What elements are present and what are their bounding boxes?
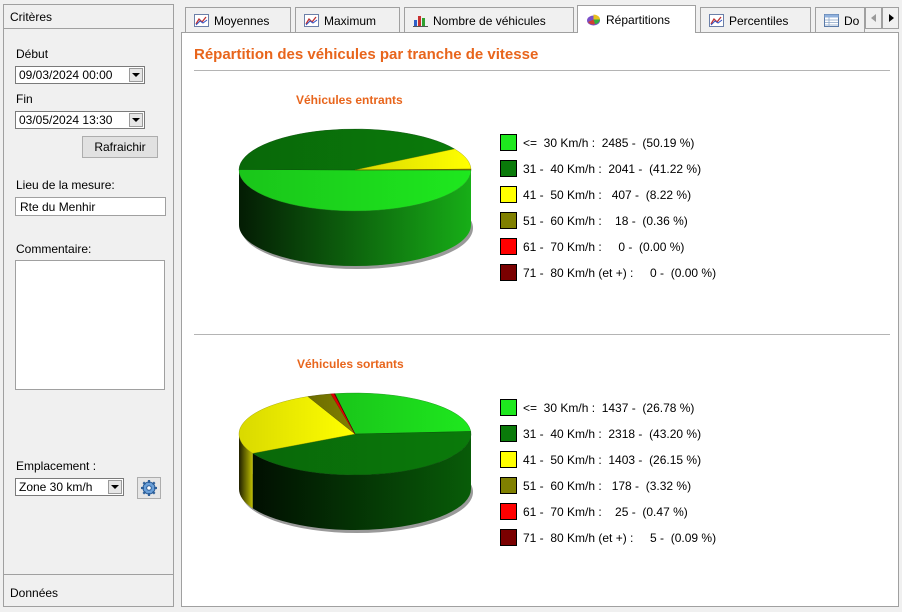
table-icon — [824, 14, 839, 27]
legend-label: 71 - 80 Km/h (et +) : 5 - (0.09 %) — [523, 531, 717, 545]
end-date-value: 03/05/2024 13:30 — [19, 113, 113, 127]
settings-button[interactable] — [137, 477, 161, 499]
legend-swatch — [500, 503, 517, 520]
legend-swatch — [500, 238, 517, 255]
legend-label: 41 - 50 Km/h : 1403 - (26.15 %) — [523, 453, 702, 467]
tab-scroll-left-button[interactable] — [865, 7, 882, 29]
legend-swatch — [500, 399, 517, 416]
chevron-down-icon[interactable] — [129, 113, 143, 127]
legend-swatch — [500, 477, 517, 494]
legend-swatch — [500, 212, 517, 229]
end-label: Fin — [16, 92, 33, 106]
tab-maximum[interactable]: Maximum — [295, 7, 400, 32]
arrow-left-icon — [870, 14, 876, 22]
tab-label: Do — [844, 14, 860, 28]
pie-slice-2 — [252, 431, 472, 476]
legend-swatch — [500, 160, 517, 177]
refresh-button[interactable]: Rafraichir — [82, 136, 158, 158]
criteria-header: Critères — [4, 5, 173, 29]
tab-percentiles[interactable]: Percentiles — [700, 7, 811, 32]
tab-scroll — [865, 7, 899, 29]
placement-select[interactable]: Zone 30 km/h — [15, 478, 124, 496]
legend-label: 61 - 70 Km/h : 25 - (0.47 %) — [523, 505, 688, 519]
tab-bar: Moyennes Maximum Nombre de véhicules Rép… — [181, 5, 899, 33]
line-chart-icon — [709, 14, 724, 27]
location-field[interactable]: Rte du Menhir — [15, 197, 166, 216]
start-label: Début — [16, 47, 49, 61]
tab-repartitions[interactable]: Répartitions — [577, 5, 696, 33]
legend-label: 31 - 40 Km/h : 2041 - (41.22 %) — [523, 162, 702, 176]
chevron-down-icon[interactable] — [129, 68, 143, 82]
tab-label: Percentiles — [729, 14, 789, 28]
comment-textarea[interactable] — [15, 260, 165, 390]
criteria-panel: Critères Début 09/03/2024 00:00 Fin 03/0… — [3, 4, 174, 607]
data-section-header[interactable]: Données — [4, 574, 173, 606]
gear-icon — [141, 480, 157, 496]
pie-slice-3 — [238, 396, 356, 454]
arrow-right-icon — [888, 14, 894, 22]
pie-slice-6 — [333, 393, 356, 435]
pie-chart-sortants — [238, 392, 473, 533]
tab-donnees[interactable]: Do — [815, 7, 865, 32]
legend-label: 51 - 60 Km/h : 18 - (0.36 %) — [523, 214, 688, 228]
legend-swatch — [500, 134, 517, 151]
chevron-down-icon[interactable] — [108, 480, 122, 494]
legend-swatch — [500, 186, 517, 203]
page-title: Répartition des véhicules par tranche de… — [194, 46, 539, 63]
tab-label: Moyennes — [214, 14, 270, 28]
line-chart-icon — [304, 14, 319, 27]
repartitions-panel: Répartition des véhicules par tranche de… — [181, 32, 899, 607]
placement-label: Emplacement : — [16, 459, 97, 473]
tab-scroll-right-button[interactable] — [882, 7, 899, 29]
legend-label: 51 - 60 Km/h : 178 - (3.32 %) — [523, 479, 692, 493]
legend-swatch — [500, 264, 517, 281]
legend-label: <= 30 Km/h : 1437 - (26.78 %) — [523, 401, 695, 415]
tab-moyennes[interactable]: Moyennes — [185, 7, 291, 32]
legend-label: 41 - 50 Km/h : 407 - (8.22 %) — [523, 188, 692, 202]
legend-label: 71 - 80 Km/h (et +) : 0 - (0.00 %) — [523, 266, 717, 280]
pie-chart-entrants — [238, 128, 473, 269]
bar-chart-icon — [413, 16, 428, 27]
title-divider — [194, 70, 890, 71]
chart-title-entrants: Véhicules entrants — [296, 93, 403, 107]
chart-divider — [194, 334, 890, 335]
legend-swatch — [500, 529, 517, 546]
placement-value: Zone 30 km/h — [19, 480, 93, 494]
legend-label: 31 - 40 Km/h : 2318 - (43.20 %) — [523, 427, 702, 441]
pie-chart-icon — [587, 14, 600, 26]
location-label: Lieu de la mesure: — [16, 178, 115, 192]
legend-swatch — [500, 451, 517, 468]
tab-label: Répartitions — [606, 13, 671, 27]
pie-slice-2 — [238, 128, 456, 171]
tab-nombre-vehicules[interactable]: Nombre de véhicules — [404, 7, 574, 32]
pie-slice-4 — [354, 168, 472, 171]
end-date-picker[interactable]: 03/05/2024 13:30 — [15, 111, 145, 129]
pie-slice-1 — [334, 392, 472, 435]
line-chart-icon — [194, 14, 209, 27]
legend-swatch — [500, 425, 517, 442]
start-date-picker[interactable]: 09/03/2024 00:00 — [15, 66, 145, 84]
legend-label: 61 - 70 Km/h : 0 - (0.00 %) — [523, 240, 685, 254]
pie-side-3 — [239, 434, 253, 509]
comment-label: Commentaire: — [16, 242, 92, 256]
pie-side-1 — [239, 170, 471, 266]
tab-label: Nombre de véhicules — [433, 14, 546, 28]
tab-label: Maximum — [324, 14, 377, 28]
pie-side-2 — [252, 434, 472, 530]
chart-title-sortants: Véhicules sortants — [297, 357, 404, 371]
legend-label: <= 30 Km/h : 2485 - (50.19 %) — [523, 136, 695, 150]
start-date-value: 09/03/2024 00:00 — [19, 68, 113, 82]
pie-slice-1 — [238, 169, 472, 212]
